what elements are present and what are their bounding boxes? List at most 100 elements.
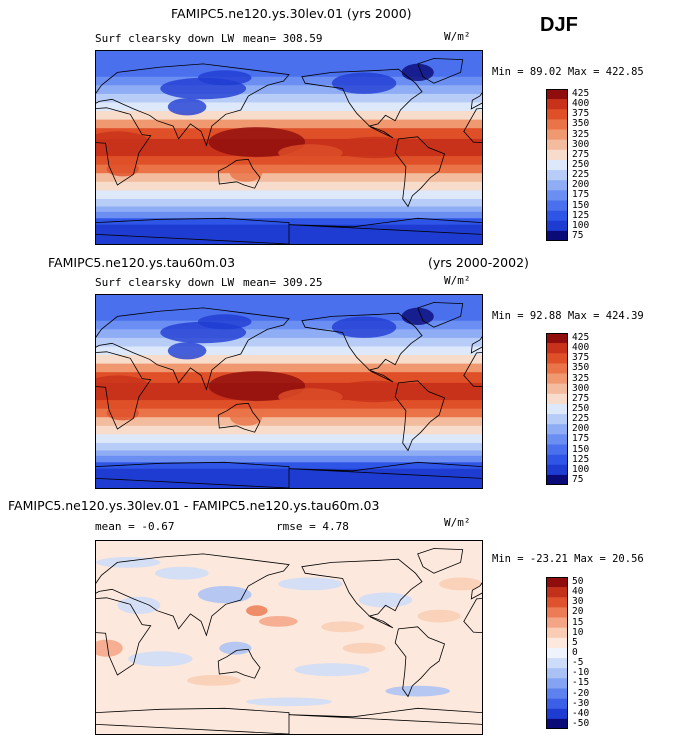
colorbar-tick-label: 20 xyxy=(572,606,584,618)
field-band xyxy=(96,295,482,312)
colorbar-tick-label: 400 xyxy=(572,98,590,110)
field-band xyxy=(96,51,482,68)
field-band xyxy=(96,408,482,418)
colorbar-swatch xyxy=(546,587,568,598)
field-band xyxy=(96,337,482,347)
panel-2-case-title: FAMIPC5.ne120.ys.tau60m.03 xyxy=(48,255,236,270)
colorbar-tick-label: 425 xyxy=(572,332,590,344)
colorbar-swatch xyxy=(546,99,568,110)
field-blob xyxy=(385,685,450,697)
colorbar-tick-label: 30 xyxy=(572,596,584,608)
continent-outline xyxy=(96,351,152,430)
colorbar-tick-label: 325 xyxy=(572,372,590,384)
field-band xyxy=(96,442,482,451)
continent-outline xyxy=(417,548,464,574)
field-band xyxy=(96,417,482,427)
field-blob xyxy=(278,388,343,406)
panel-3-colorbar: 50 40 30 20 15 10 5 0 -5 -10 -15 -20 -30 -40 -50 xyxy=(546,577,589,733)
colorbar-swatch xyxy=(546,698,568,710)
continent-outline xyxy=(217,158,261,189)
colorbar-tick-label: 150 xyxy=(572,199,590,211)
field-blob xyxy=(96,557,161,568)
field-blob xyxy=(342,642,386,654)
panel-3-case-title: FAMIPC5.ne120.ys.30lev.01 - FAMIPC5.ne12… xyxy=(8,498,380,513)
field-band xyxy=(96,425,482,435)
colorbar-boxes xyxy=(546,577,568,730)
colorbar-tick-label: 250 xyxy=(572,159,590,170)
colorbar-swatch xyxy=(546,159,568,171)
continent-outline xyxy=(96,707,290,734)
field-band xyxy=(96,211,482,219)
colorbar-swatch xyxy=(546,180,568,191)
panel-2-colorbar: 425 400 375 350 325 300 275 250 225 200 175 150 125 1… xyxy=(546,333,589,489)
continent-outline xyxy=(96,107,152,186)
field-blob xyxy=(331,316,397,338)
panel-3-mean: mean = -0.67 xyxy=(95,520,175,533)
panel-1-mean: mean= 308.59 xyxy=(243,32,323,45)
field-blob xyxy=(96,639,123,657)
field-band xyxy=(96,111,482,121)
continent-outline xyxy=(96,307,290,391)
field-blob xyxy=(219,641,252,655)
colorbar-swatch xyxy=(546,343,568,354)
field-band xyxy=(96,190,482,200)
colorbar-swatch xyxy=(546,190,568,201)
continent-outline xyxy=(301,558,423,629)
colorbar-swatch xyxy=(546,678,568,689)
field-blob xyxy=(259,616,298,627)
continent-outline xyxy=(394,136,445,208)
colorbar-tick-label: 150 xyxy=(572,443,590,455)
colorbar-tick-label: 15 xyxy=(572,616,584,628)
field-blob xyxy=(167,98,207,116)
continent-outline xyxy=(217,648,261,679)
colorbar-swatch xyxy=(546,119,568,130)
field-band xyxy=(96,119,482,129)
continent-outline xyxy=(96,217,290,244)
colorbar-swatch xyxy=(546,474,568,486)
colorbar-tick-label: 200 xyxy=(572,423,590,435)
colorbar-swatch xyxy=(546,353,568,364)
field-blob xyxy=(401,307,434,325)
continent-outline xyxy=(288,707,482,725)
colorbar-swatch xyxy=(546,220,568,232)
field-blob xyxy=(167,342,207,360)
colorbar-swatch xyxy=(546,373,568,384)
colorbar-swatch xyxy=(546,577,568,588)
field-band xyxy=(96,434,482,444)
panel-1-colorbar: 425 400 375 350 325 300 275 250 225 200 175 150 125 1… xyxy=(546,89,589,245)
colorbar-swatch xyxy=(546,403,568,415)
colorbar-swatch xyxy=(546,617,568,628)
colorbar-tick-label: -15 xyxy=(572,677,590,689)
field-band xyxy=(96,206,482,213)
colorbar-swatch xyxy=(546,383,568,395)
field-blob xyxy=(278,144,343,162)
panel-3-min-max: Min = -23.21 Max = 20.56 xyxy=(492,553,644,565)
field-band xyxy=(96,198,482,207)
colorbar-tick-label: 375 xyxy=(572,352,590,364)
field-band xyxy=(96,450,482,457)
colorbar-swatch xyxy=(546,139,568,151)
field-band xyxy=(96,329,482,339)
colorbar-tick-label: 275 xyxy=(572,392,590,404)
colorbar-tick-label: 40 xyxy=(572,586,584,598)
field-band xyxy=(96,311,482,322)
continent-outline xyxy=(217,402,261,433)
colorbar-tick-label: 300 xyxy=(572,138,590,150)
colorbar-swatch xyxy=(546,109,568,120)
colorbar-tick-label: 175 xyxy=(572,189,590,201)
colorbar-tick-label: -10 xyxy=(572,667,590,679)
colorbar-swatch xyxy=(546,607,568,618)
field-band xyxy=(96,181,482,191)
colorbar-swatch xyxy=(546,333,568,344)
colorbar-swatch xyxy=(546,718,568,730)
field-blob xyxy=(155,566,209,580)
field-blob xyxy=(321,621,364,633)
field-band xyxy=(96,320,482,330)
colorbar-swatch xyxy=(546,363,568,374)
field-band xyxy=(96,76,482,86)
colorbar-tick-label: 100 xyxy=(572,463,590,475)
colorbar-tick-label: 275 xyxy=(572,148,590,160)
colorbar-tick-label: -40 xyxy=(572,707,590,719)
colorbar-tick-label: 225 xyxy=(572,413,590,425)
colorbar-tick-label: 350 xyxy=(572,118,590,130)
